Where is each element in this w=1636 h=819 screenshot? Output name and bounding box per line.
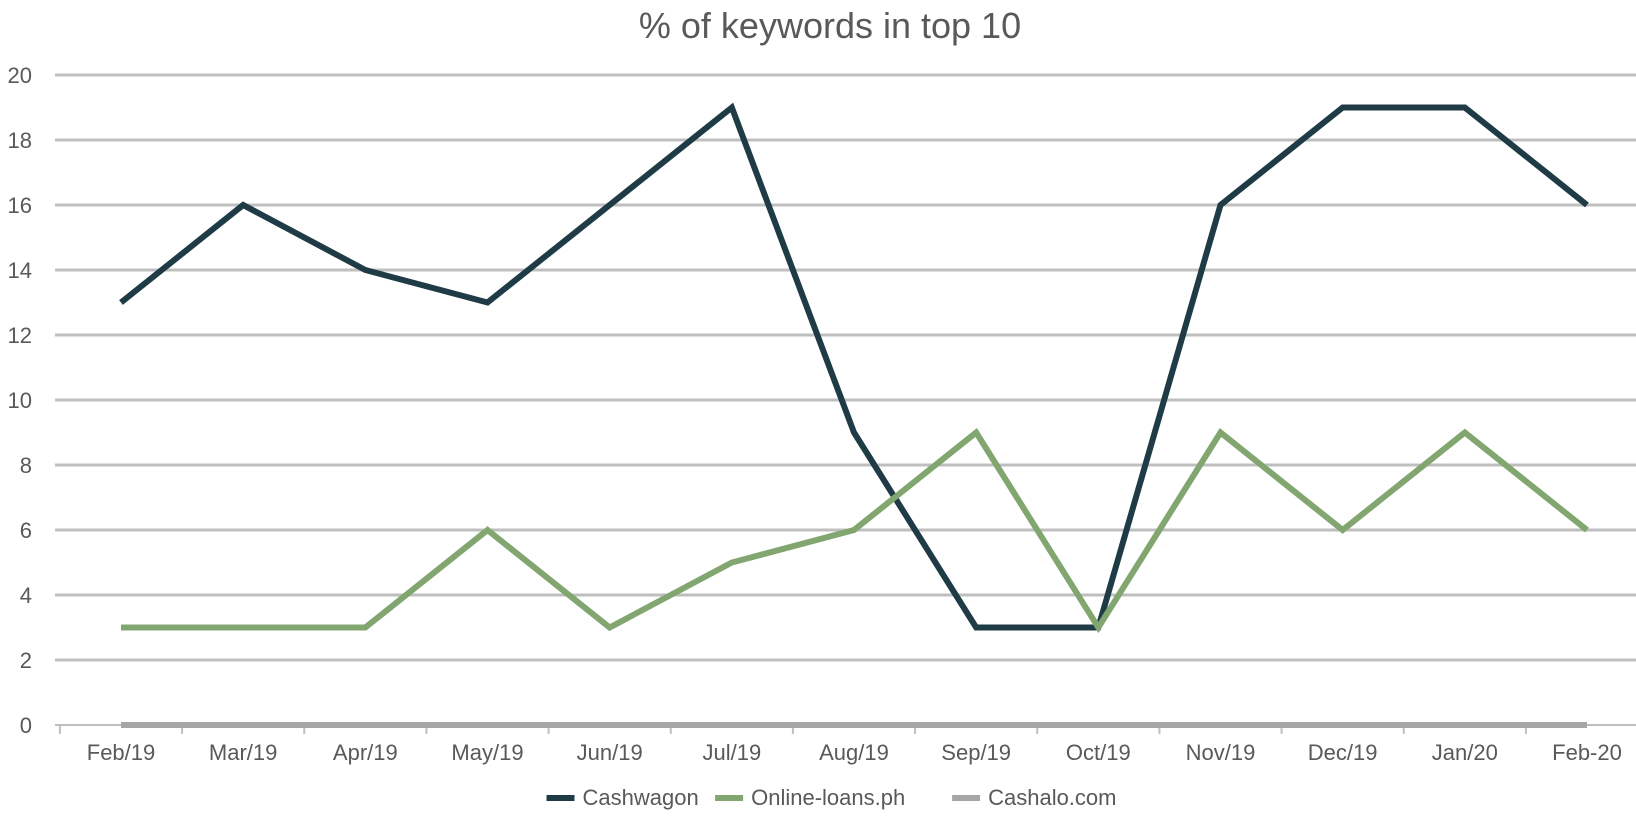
x-tick-label: Apr/19 xyxy=(333,740,398,765)
y-tick-label: 6 xyxy=(20,518,32,543)
y-tick-label: 10 xyxy=(8,388,32,413)
y-tick-label: 18 xyxy=(8,128,32,153)
x-tick-label: Oct/19 xyxy=(1066,740,1131,765)
legend-label: Cashwagon xyxy=(583,785,699,810)
legend-item-cashwagon: Cashwagon xyxy=(546,785,699,810)
x-tick-label: May/19 xyxy=(451,740,523,765)
legend-item-cashalo-com: Cashalo.com xyxy=(952,785,1116,810)
series-lines xyxy=(119,102,1589,728)
legend: Cashwagon Online-loans.ph Cashalo.com xyxy=(546,785,1116,810)
x-tick-label: Jun/19 xyxy=(577,740,643,765)
legend-item-online-loans-ph: Online-loans.ph xyxy=(715,785,905,810)
y-tick-label: 4 xyxy=(20,583,32,608)
tick-labels: 0 2 4 6 8 10 12 14 16 18 20 Feb/19 Mar/19 Apr/19 May/1… xyxy=(8,63,1622,765)
x-tick-label: Mar/19 xyxy=(209,740,277,765)
y-tick-label: 2 xyxy=(20,648,32,673)
series-line-cashwagon xyxy=(119,102,1589,631)
legend-label: Online-loans.ph xyxy=(751,785,905,810)
y-tick-label: 8 xyxy=(20,453,32,478)
y-tick-label: 14 xyxy=(8,258,32,283)
y-tick-label: 12 xyxy=(8,323,32,348)
y-tick-label: 0 xyxy=(20,713,32,738)
series-line-online-loans-ph xyxy=(121,428,1589,634)
x-tick-label: Dec/19 xyxy=(1308,740,1378,765)
chart-title: % of keywords in top 10 xyxy=(639,5,1021,46)
x-tick-label: Sep/19 xyxy=(941,740,1011,765)
grid-lines xyxy=(55,73,1636,662)
x-tick-label: Nov/19 xyxy=(1186,740,1256,765)
y-tick-label: 20 xyxy=(8,63,32,88)
x-tick-label: Jul/19 xyxy=(702,740,761,765)
x-tick-label: Aug/19 xyxy=(819,740,889,765)
y-tick-label: 16 xyxy=(8,193,32,218)
x-tick-label: Feb/19 xyxy=(87,740,156,765)
legend-label: Cashalo.com xyxy=(988,785,1116,810)
x-tick-label: Feb-20 xyxy=(1552,740,1622,765)
x-tick-label: Jan/20 xyxy=(1432,740,1498,765)
